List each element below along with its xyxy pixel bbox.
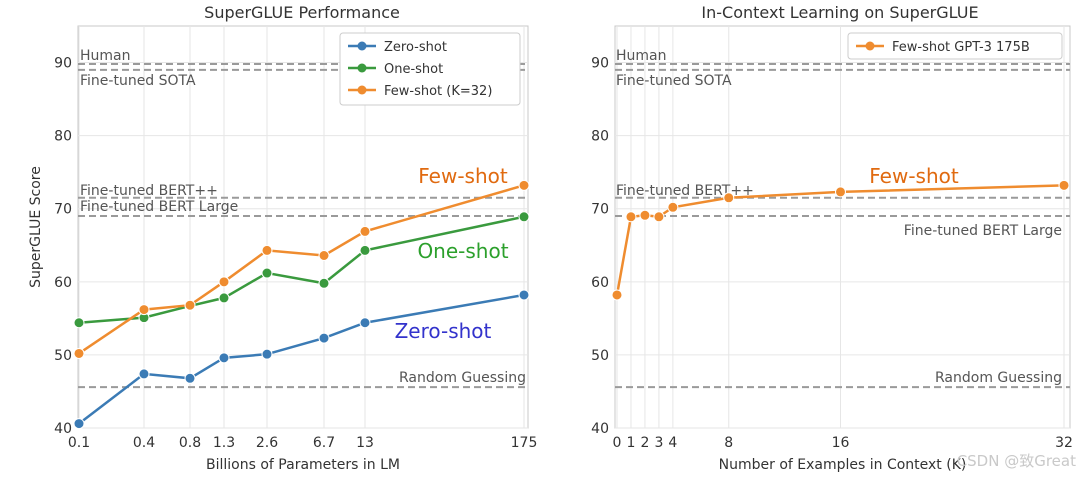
x-axis-title: Number of Examples in Context (K) [719,457,967,473]
series-annotation: Zero-shot [395,319,492,343]
data-point [73,317,85,329]
x-tick-label: 0.4 [133,435,155,451]
chart-title: In-Context Learning on SuperGLUE [701,3,978,22]
data-point [318,277,330,289]
data-point [318,250,330,262]
reference-line-label: Random Guessing [399,370,526,386]
data-point [218,276,230,288]
legend-label: Few-shot GPT-3 175B [892,40,1030,55]
reference-line-label: Fine-tuned SOTA [80,73,196,89]
x-tick-label: 2.6 [256,435,278,451]
x-tick-label: 16 [832,435,850,451]
y-tick-label: 60 [591,275,609,291]
data-point [653,211,665,223]
reference-line-label: Fine-tuned BERT++ [616,183,754,199]
data-point [138,368,150,380]
x-tick-label: 32 [1055,435,1073,451]
data-point [261,267,273,279]
legend-frame [339,32,521,106]
x-tick-label: 6.7 [313,435,335,451]
data-point [73,347,85,359]
reference-line-label: Fine-tuned BERT Large [80,199,238,215]
data-point [625,211,637,223]
x-tick-label: 175 [511,435,538,451]
legend-swatch-marker [357,85,367,95]
data-point [611,289,623,301]
reference-line-label: Fine-tuned BERT Large [904,223,1062,239]
x-tick-label: 1.3 [213,435,235,451]
x-tick-label: 8 [724,435,733,451]
watermark: CSDN @致Great [957,452,1076,470]
data-point [359,244,371,256]
x-tick-label: 4 [668,435,677,451]
data-point [218,292,230,304]
data-point [184,299,196,311]
data-point [667,201,679,213]
y-tick-label: 40 [591,421,609,437]
data-point [261,348,273,360]
legend-frame [847,32,1063,60]
x-tick-label: 1 [627,435,636,451]
data-point [184,372,196,384]
series-annotation: Few-shot [418,164,508,188]
y-tick-label: 50 [591,348,609,364]
series-annotation: One-shot [417,239,508,263]
y-tick-label: 80 [591,129,609,145]
y-tick-label: 80 [54,129,72,145]
data-point [218,352,230,364]
data-point [138,304,150,316]
chart-2: 40 50 60 70 80 90 0 1 2 3 4 8 16 32 In-Context Learnin… [591,3,1073,473]
x-tick-label: 2 [640,435,649,451]
reference-line-label: Random Guessing [935,370,1062,386]
legend-swatch-marker [357,41,367,51]
series-line [78,215,525,324]
legend-label: One-shot [384,62,443,77]
y-tick-label: 50 [54,348,72,364]
series-line [78,184,525,355]
y-tick-label: 70 [591,202,609,218]
plot-area [614,25,1071,429]
data-point [518,211,530,223]
data-point [723,192,735,204]
data-point [359,317,371,329]
x-tick-label: 3 [654,435,663,451]
data-point [261,244,273,256]
data-point [518,289,530,301]
legend-swatch-marker [865,41,875,51]
x-tick-label: 0.8 [179,435,201,451]
legend: Zero-shot One-shot Few-shot (K=32) [339,32,521,106]
legend-swatch-marker [357,63,367,73]
reference-line-label: Fine-tuned SOTA [616,73,732,89]
series-annotation: Few-shot [869,164,959,188]
y-axis-title: SuperGLUE Score [28,166,44,288]
y-tick-label: 90 [54,56,72,72]
x-axis-title: Billions of Parameters in LM [206,457,400,473]
legend-label: Few-shot (K=32) [384,84,492,99]
chart-title: SuperGLUE Performance [204,3,400,22]
reference-line-label: Human [80,48,131,64]
legend: Few-shot GPT-3 175B [847,32,1063,60]
y-tick-label: 90 [591,56,609,72]
data-point [835,186,846,198]
x-tick-label: 13 [356,435,374,451]
data-point [518,179,530,191]
data-point [73,418,85,430]
reference-line-label: Fine-tuned BERT++ [80,183,218,199]
data-point [318,332,330,344]
data-point [639,209,651,221]
reference-line-label: Human [616,48,667,64]
y-tick-label: 70 [54,202,72,218]
y-tick-label: 60 [54,275,72,291]
data-point [1058,179,1070,191]
x-tick-label: 0 [613,435,622,451]
legend-label: Zero-shot [384,40,447,55]
chart-1: 40 50 60 70 80 90 0.1 0.4 0.8 1.3 2.6 6.7 13 175 Super… [28,3,537,473]
data-point [359,225,371,237]
y-tick-label: 40 [54,421,72,437]
x-tick-label: 0.1 [68,435,90,451]
series-line [78,293,525,425]
